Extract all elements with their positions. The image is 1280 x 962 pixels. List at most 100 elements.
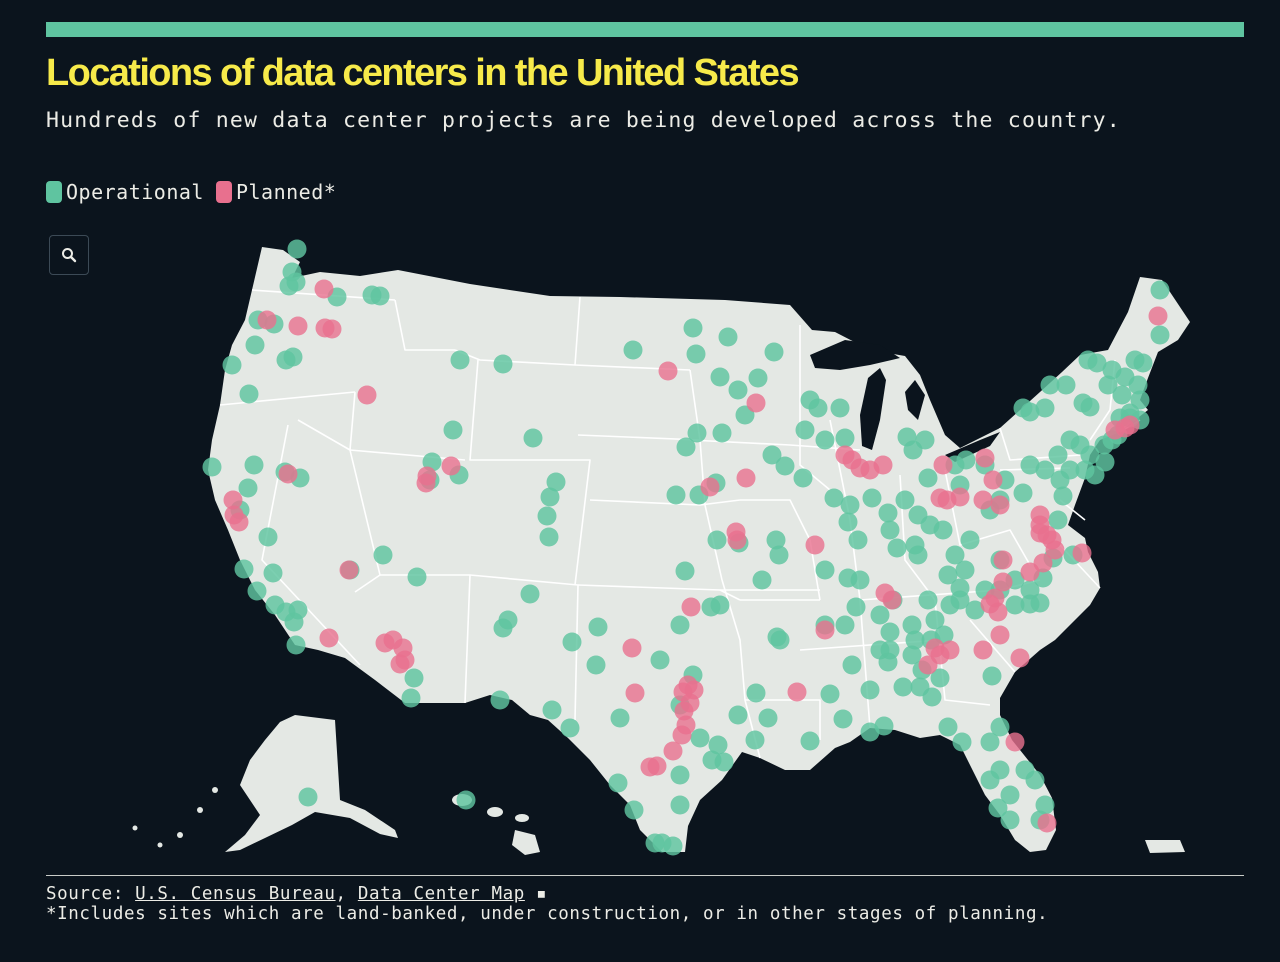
planned-site-marker[interactable] bbox=[674, 701, 694, 721]
operational-site-marker[interactable] bbox=[686, 344, 706, 364]
operational-site-marker[interactable] bbox=[404, 668, 424, 688]
operational-site-marker[interactable] bbox=[222, 355, 242, 375]
operational-site-marker[interactable] bbox=[820, 684, 840, 704]
operational-site-marker[interactable] bbox=[1020, 594, 1040, 614]
planned-site-marker[interactable] bbox=[1020, 562, 1040, 582]
operational-site-marker[interactable] bbox=[862, 488, 882, 508]
planned-site-marker[interactable] bbox=[257, 310, 277, 330]
operational-site-marker[interactable] bbox=[735, 405, 755, 425]
operational-site-marker[interactable] bbox=[1087, 353, 1107, 373]
operational-site-marker[interactable] bbox=[990, 717, 1010, 737]
operational-site-marker[interactable] bbox=[690, 728, 710, 748]
operational-site-marker[interactable] bbox=[938, 565, 958, 585]
planned-site-marker[interactable] bbox=[983, 470, 1003, 490]
operational-site-marker[interactable] bbox=[202, 457, 222, 477]
operational-site-marker[interactable] bbox=[1035, 795, 1055, 815]
operational-site-marker[interactable] bbox=[752, 570, 772, 590]
planned-site-marker[interactable] bbox=[933, 455, 953, 475]
planned-site-marker[interactable] bbox=[223, 490, 243, 510]
operational-site-marker[interactable] bbox=[918, 468, 938, 488]
planned-site-marker[interactable] bbox=[993, 550, 1013, 570]
operational-site-marker[interactable] bbox=[624, 800, 644, 820]
operational-site-marker[interactable] bbox=[793, 468, 813, 488]
planned-site-marker[interactable] bbox=[918, 655, 938, 675]
operational-site-marker[interactable] bbox=[370, 286, 390, 306]
operational-site-marker[interactable] bbox=[860, 680, 880, 700]
operational-site-marker[interactable] bbox=[745, 730, 765, 750]
planned-site-marker[interactable] bbox=[1148, 306, 1168, 326]
operational-site-marker[interactable] bbox=[239, 384, 259, 404]
operational-site-marker[interactable] bbox=[918, 590, 938, 610]
planned-site-marker[interactable] bbox=[339, 560, 359, 580]
operational-site-marker[interactable] bbox=[710, 367, 730, 387]
operational-site-marker[interactable] bbox=[728, 380, 748, 400]
planned-site-marker[interactable] bbox=[990, 625, 1010, 645]
operational-site-marker[interactable] bbox=[666, 485, 686, 505]
operational-site-marker[interactable] bbox=[708, 735, 728, 755]
planned-site-marker[interactable] bbox=[314, 279, 334, 299]
operational-site-marker[interactable] bbox=[1150, 280, 1170, 300]
operational-site-marker[interactable] bbox=[539, 527, 559, 547]
planned-site-marker[interactable] bbox=[658, 361, 678, 381]
operational-site-marker[interactable] bbox=[1073, 393, 1093, 413]
planned-site-marker[interactable] bbox=[288, 316, 308, 336]
operational-site-marker[interactable] bbox=[980, 732, 1000, 752]
operational-site-marker[interactable] bbox=[746, 683, 766, 703]
operational-site-marker[interactable] bbox=[835, 428, 855, 448]
operational-site-marker[interactable] bbox=[1048, 510, 1068, 530]
zoom-button[interactable] bbox=[49, 235, 89, 275]
operational-site-marker[interactable] bbox=[238, 478, 258, 498]
operational-site-marker[interactable] bbox=[456, 790, 476, 810]
operational-site-marker[interactable] bbox=[824, 488, 844, 508]
operational-site-marker[interactable] bbox=[770, 630, 790, 650]
operational-site-marker[interactable] bbox=[263, 563, 283, 583]
operational-site-marker[interactable] bbox=[1085, 465, 1105, 485]
planned-site-marker[interactable] bbox=[925, 638, 945, 658]
operational-site-marker[interactable] bbox=[762, 445, 782, 465]
planned-site-marker[interactable] bbox=[441, 456, 461, 476]
planned-site-marker[interactable] bbox=[625, 683, 645, 703]
operational-site-marker[interactable] bbox=[933, 520, 953, 540]
operational-site-marker[interactable] bbox=[520, 584, 540, 604]
operational-site-marker[interactable] bbox=[758, 708, 778, 728]
operational-site-marker[interactable] bbox=[1112, 385, 1132, 405]
operational-site-marker[interactable] bbox=[945, 545, 965, 565]
operational-site-marker[interactable] bbox=[905, 630, 925, 650]
operational-site-marker[interactable] bbox=[1048, 445, 1068, 465]
operational-site-marker[interactable] bbox=[610, 708, 630, 728]
operational-site-marker[interactable] bbox=[1128, 375, 1148, 395]
planned-site-marker[interactable] bbox=[1072, 543, 1092, 563]
operational-site-marker[interactable] bbox=[373, 545, 393, 565]
operational-site-marker[interactable] bbox=[830, 398, 850, 418]
operational-site-marker[interactable] bbox=[880, 622, 900, 642]
operational-site-marker[interactable] bbox=[707, 530, 727, 550]
operational-site-marker[interactable] bbox=[1035, 398, 1055, 418]
operational-site-marker[interactable] bbox=[922, 687, 942, 707]
planned-site-marker[interactable] bbox=[727, 530, 747, 550]
operational-site-marker[interactable] bbox=[950, 590, 970, 610]
operational-site-marker[interactable] bbox=[880, 520, 900, 540]
operational-site-marker[interactable] bbox=[498, 610, 518, 630]
operational-site-marker[interactable] bbox=[842, 655, 862, 675]
operational-site-marker[interactable] bbox=[712, 423, 732, 443]
source-link-datacentermap[interactable]: Data Center Map bbox=[357, 884, 525, 904]
operational-site-marker[interactable] bbox=[1015, 760, 1035, 780]
operational-site-marker[interactable] bbox=[450, 350, 470, 370]
operational-site-marker[interactable] bbox=[490, 690, 510, 710]
planned-site-marker[interactable] bbox=[622, 638, 642, 658]
planned-site-marker[interactable] bbox=[357, 385, 377, 405]
operational-site-marker[interactable] bbox=[764, 342, 784, 362]
operational-site-marker[interactable] bbox=[298, 787, 318, 807]
operational-site-marker[interactable] bbox=[769, 545, 789, 565]
planned-site-marker[interactable] bbox=[990, 495, 1010, 515]
operational-site-marker[interactable] bbox=[258, 527, 278, 547]
operational-site-marker[interactable] bbox=[846, 597, 866, 617]
operational-site-marker[interactable] bbox=[965, 600, 985, 620]
planned-site-marker[interactable] bbox=[1120, 415, 1140, 435]
operational-site-marker[interactable] bbox=[1050, 470, 1070, 490]
operational-site-marker[interactable] bbox=[588, 617, 608, 637]
operational-site-marker[interactable] bbox=[838, 568, 858, 588]
operational-site-marker[interactable] bbox=[1133, 353, 1153, 373]
operational-site-marker[interactable] bbox=[537, 506, 557, 526]
operational-site-marker[interactable] bbox=[670, 765, 690, 785]
